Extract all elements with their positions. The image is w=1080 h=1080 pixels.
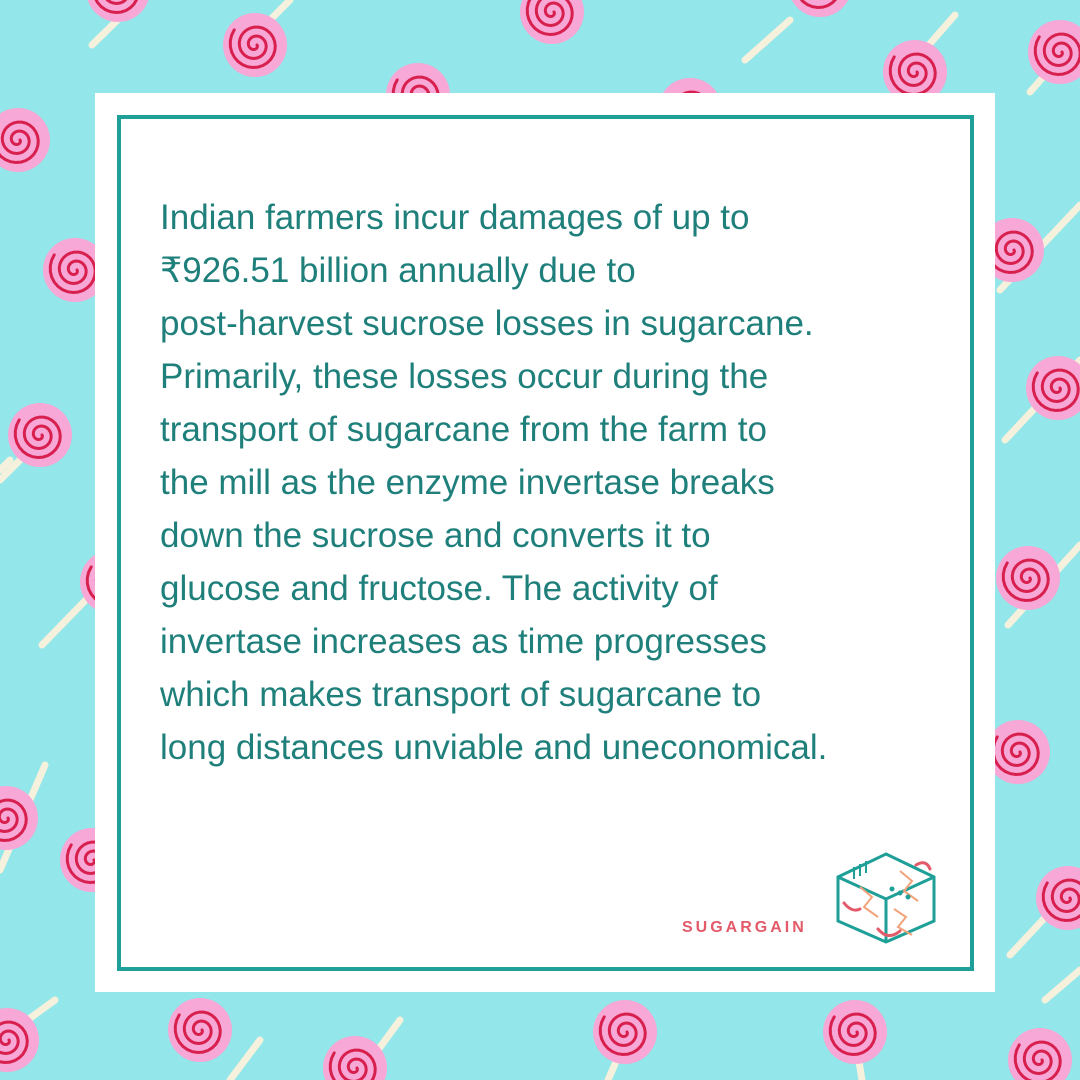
lollipop-icon (323, 1036, 387, 1080)
post-line: ₹926.51 billion annually due to (160, 251, 636, 290)
lollipop-icon (980, 218, 1044, 282)
lollipop-icon (223, 13, 287, 77)
post-body-text: Indian farmers incur damages of up to ₹9… (160, 191, 920, 774)
lollipop-icon (823, 1000, 887, 1064)
lollipop-icon (0, 786, 38, 850)
lollipop-icon (1008, 1028, 1072, 1080)
lollipop-stick (1041, 966, 1080, 1004)
lollipop-icon (791, 0, 849, 17)
lollipop-stick (226, 1036, 264, 1080)
card-frame (117, 115, 974, 971)
lollipop-icon (43, 238, 107, 302)
lollipop-icon (883, 40, 947, 104)
post-line: long distances unviable and uneconomical… (160, 728, 828, 767)
post-line: invertase increases as time progresses (160, 622, 767, 661)
lollipop-stick (374, 1016, 404, 1054)
post-line: which makes transport of sugarcane to (160, 675, 762, 714)
lollipop-icon (593, 1000, 657, 1064)
lollipop-icon (8, 403, 72, 467)
post-line: post-harvest sucrose losses in sugarcane… (160, 304, 814, 343)
post-line: the mill as the enzyme invertase breaks (160, 463, 775, 502)
post-line: down the sucrose and converts it to (160, 516, 711, 555)
lollipop-icon (1036, 866, 1080, 930)
lollipop-icon (520, 0, 584, 44)
lollipop-icon (168, 998, 232, 1062)
lollipop-icon (0, 1008, 39, 1072)
lollipop-icon (986, 720, 1050, 784)
brand-name: SUGARGAIN (682, 919, 807, 936)
post-line: transport of sugarcane from the farm to (160, 410, 767, 449)
post-line: Indian farmers incur damages of up to (160, 198, 750, 237)
lollipop-icon (996, 546, 1060, 610)
post-card: Indian farmers incur damages of up to ₹9… (95, 93, 995, 992)
lollipop-icon (87, 0, 149, 22)
lollipop-icon (1026, 356, 1080, 420)
lollipop-icon (0, 108, 50, 172)
lollipop-stick (741, 16, 794, 64)
lollipop-stick (0, 456, 14, 474)
lollipop-icon (1028, 20, 1080, 84)
hexagon-cube-logo-icon (836, 852, 936, 944)
post-line: glucose and fructose. The activity of (160, 569, 718, 608)
post-line: Primarily, these losses occur during the (160, 357, 769, 396)
